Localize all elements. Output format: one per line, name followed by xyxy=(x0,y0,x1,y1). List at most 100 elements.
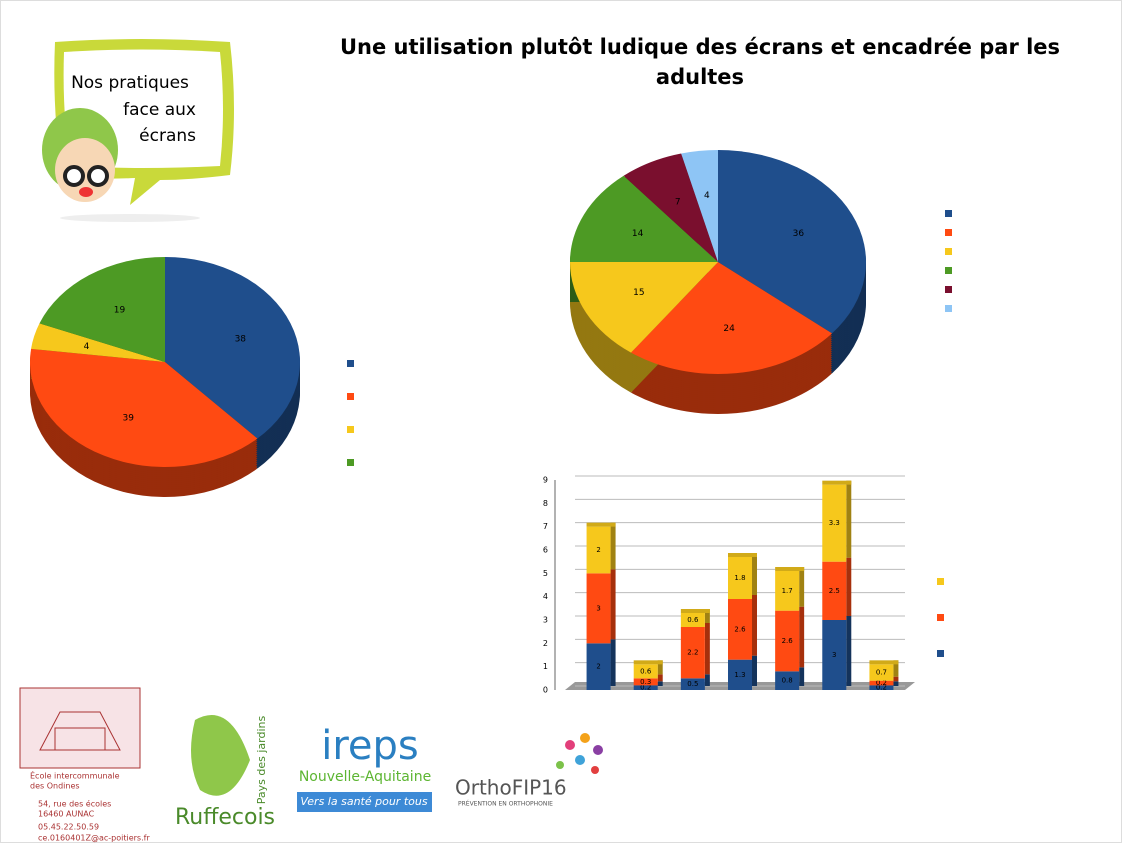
slice-label: 39 xyxy=(123,414,135,424)
bar-segment xyxy=(680,613,705,627)
bar-label: 1.7 xyxy=(782,587,793,595)
slice-label: 14 xyxy=(632,229,644,239)
bar-label: 2.2 xyxy=(687,649,698,657)
legend-swatch xyxy=(945,248,952,255)
y-tick-label: 4 xyxy=(543,592,548,601)
bar-side xyxy=(610,569,616,640)
school-name: École intercommunale xyxy=(30,770,120,781)
bar-top xyxy=(775,567,805,571)
title-box: Une utilisation plutôt ludique des écran… xyxy=(339,35,1061,89)
pie-slice xyxy=(30,348,258,468)
bar-side xyxy=(846,616,852,686)
y-tick-label: 9 xyxy=(543,476,548,485)
bar-top xyxy=(680,609,710,613)
bar-top xyxy=(586,522,616,527)
bar-side xyxy=(752,553,757,595)
bar-label: 1.8 xyxy=(734,574,745,582)
pie-slice xyxy=(31,323,166,362)
legend-swatch xyxy=(347,360,354,367)
email: ce.0160401Z@ac-poitiers.fr xyxy=(38,834,150,843)
bar-side xyxy=(752,595,757,656)
bar-side xyxy=(893,681,899,686)
bar-label: 0.8 xyxy=(782,677,793,685)
bar-side xyxy=(799,667,805,686)
legend-swatch xyxy=(945,229,952,236)
bar-segment xyxy=(633,685,658,690)
ortho-dots xyxy=(556,733,603,774)
slice-label: 36 xyxy=(793,229,805,239)
bar-label: 0.3 xyxy=(640,678,651,686)
legend-swatch xyxy=(945,210,952,217)
bar-label: 0.2 xyxy=(876,684,887,692)
bar-segment xyxy=(822,561,847,620)
ireps-band xyxy=(297,792,432,812)
pie-slice xyxy=(165,257,301,439)
ireps-name: ireps xyxy=(321,723,419,769)
pie-slice xyxy=(623,153,718,262)
bar-segment xyxy=(586,573,611,644)
bar-label: 0.6 xyxy=(687,616,699,624)
bar-label: 2 xyxy=(596,546,600,554)
bar-label: 0.5 xyxy=(687,680,698,688)
bar-side xyxy=(893,660,899,677)
bar-segment xyxy=(869,680,894,686)
bar-top xyxy=(869,660,899,665)
bar-top xyxy=(633,660,663,665)
slice-label: 38 xyxy=(235,334,247,344)
school-name: des Ondines xyxy=(30,782,80,791)
bar-side xyxy=(893,676,899,682)
title: Une utilisation plutôt ludique des écran… xyxy=(339,35,1061,89)
ortho-name: OrthoFIP16 xyxy=(455,776,567,800)
bar-label: 2.5 xyxy=(829,587,840,595)
y-tick-label: 8 xyxy=(543,499,548,508)
legend-swatch xyxy=(937,578,944,585)
ruffecois-leaf xyxy=(191,715,250,796)
legend-swatch xyxy=(347,393,354,400)
bar-label: 3 xyxy=(596,604,600,612)
y-tick-label: 0 xyxy=(543,686,548,695)
bar-segment xyxy=(633,664,658,679)
address: 16460 AUNAC xyxy=(38,810,95,819)
bar-segment xyxy=(728,599,752,660)
address: 54, rue des écoles xyxy=(38,799,111,809)
bar-segment xyxy=(869,664,894,681)
bar-side xyxy=(752,655,757,686)
bar-side xyxy=(657,660,663,675)
legend-swatch xyxy=(347,459,354,466)
bar-side xyxy=(610,522,616,570)
legend-swatch xyxy=(945,305,952,312)
bar-side xyxy=(657,681,663,686)
bar-side xyxy=(657,674,663,682)
pie-slice xyxy=(39,257,165,362)
ireps-slogan: Vers la santé pour tous xyxy=(300,795,427,808)
school-logo xyxy=(19,687,141,769)
bar-label: 0.2 xyxy=(640,684,651,692)
ruffecois-tagline: Pays des jardins xyxy=(255,716,268,805)
bar-segment xyxy=(680,678,705,690)
pie-slice xyxy=(570,262,718,353)
legend-swatch xyxy=(945,267,952,274)
bar-side xyxy=(704,623,710,675)
y-tick-label: 2 xyxy=(543,639,548,648)
legend-swatch xyxy=(945,286,952,293)
slice-label: 4 xyxy=(704,191,710,201)
bar-segment xyxy=(822,484,847,562)
bubble-line: écrans xyxy=(139,126,196,146)
bar-segment xyxy=(822,620,847,690)
bar-segment xyxy=(775,671,800,690)
slice-label: 15 xyxy=(633,288,644,298)
bar-label: 0.7 xyxy=(876,669,887,677)
slice-label: 7 xyxy=(675,198,681,208)
bar-side xyxy=(704,609,710,623)
bar-side xyxy=(704,674,710,686)
bar-segment xyxy=(586,643,611,690)
pie-slice xyxy=(631,262,833,374)
bar-segment xyxy=(775,571,800,611)
pie-slice xyxy=(570,175,718,262)
bar-segment xyxy=(586,526,611,574)
bar-label: 3 xyxy=(832,651,836,659)
bar-label: 2.6 xyxy=(734,625,746,633)
ruffecois-name: Ruffecois xyxy=(175,805,275,830)
bar-label: 2.6 xyxy=(782,637,794,645)
